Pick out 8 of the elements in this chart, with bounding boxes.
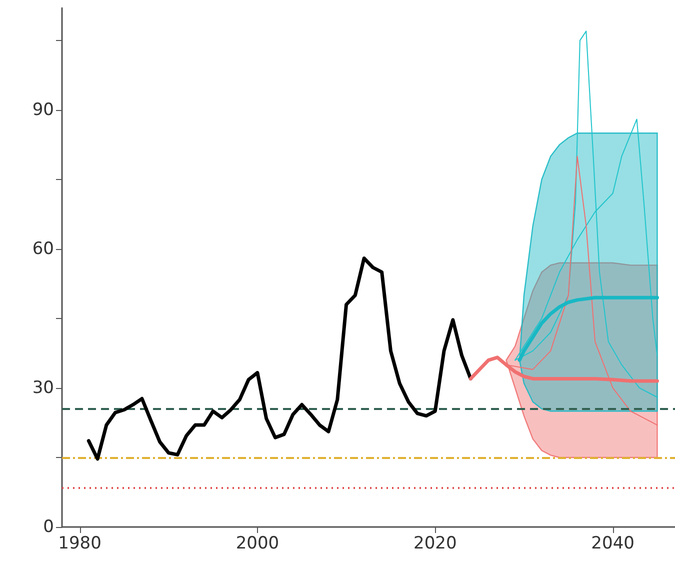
y-tick-label: 30 xyxy=(32,378,54,398)
x-tick-label: 2000 xyxy=(236,534,280,554)
y-tick-label: 60 xyxy=(32,238,54,259)
x-tick-label: 2020 xyxy=(414,534,457,554)
y-tick-label: 90 xyxy=(32,100,54,120)
x-tick-label: 2040 xyxy=(591,534,634,554)
y-tick-label: 0 xyxy=(43,517,54,537)
x-tick-label: 1980 xyxy=(58,534,102,554)
